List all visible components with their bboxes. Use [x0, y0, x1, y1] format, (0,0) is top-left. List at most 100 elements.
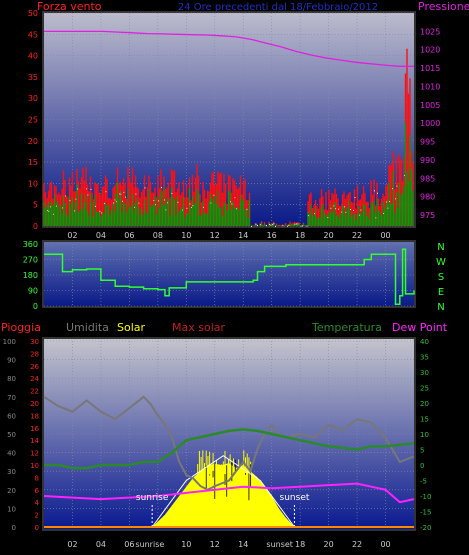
wind-avg-dot: [353, 209, 354, 211]
x-tick-label: 06: [124, 231, 134, 240]
wind-avg-dot: [74, 210, 75, 212]
legend-humidity: Umidita: [66, 321, 109, 334]
wind-avg-dot: [257, 224, 258, 226]
wind-avg-dot: [164, 199, 165, 201]
wind-avg-dot: [287, 225, 288, 227]
temp-tick-label: 5: [420, 447, 424, 455]
wind-avg-dot: [119, 193, 120, 195]
x-tick-label: 02: [67, 231, 77, 240]
temp-tick-label: 40: [420, 338, 429, 346]
humidity-line: [43, 395, 415, 491]
wind-avg-dot: [120, 193, 122, 195]
wind-avg-dot: [125, 196, 126, 198]
panel2-plot-area: [44, 242, 414, 306]
rain-tick-label: 20: [30, 400, 39, 408]
wind-avg-dot: [269, 223, 270, 225]
wind-avg-dot: [300, 225, 302, 227]
wind-avg-dot: [306, 225, 308, 227]
wind-avg-dot: [47, 210, 48, 212]
panel3-grid: [44, 340, 414, 528]
wind-avg-dot: [266, 225, 267, 227]
x-tick-label: 10: [181, 231, 191, 240]
x-tick-label: 06: [124, 540, 134, 549]
rain-tick-label: 26: [30, 363, 39, 371]
legend-max-solar: Max solar: [172, 321, 225, 334]
pressure-axis-ticks: 975 980 985 990 995 1000 1005 1010 1015 1020 1025: [420, 27, 440, 220]
percent-tick-label: 20: [7, 487, 16, 495]
wind-avg-dot: [213, 194, 215, 196]
wind-avg-dot: [275, 225, 276, 227]
percent-tick-label: 60: [7, 412, 16, 420]
rain-tick-label: 0: [35, 524, 39, 532]
wind-avg-dot: [230, 201, 231, 203]
x-tick-label: 02: [67, 540, 77, 549]
direction-tick-label: 180: [23, 271, 38, 280]
rain-tick-label: 4: [35, 499, 40, 507]
rain-tick-label: 30: [30, 338, 39, 346]
wind-avg-dot: [294, 223, 296, 225]
direction-tick-label: 90: [28, 287, 38, 296]
wind-avg-dot: [260, 224, 261, 226]
pressure-line: [44, 30, 414, 67]
pressure-tick-label: 1020: [420, 46, 440, 55]
wind-avg-dot: [135, 193, 137, 195]
x-tick-label: sunset: [266, 540, 293, 549]
temp-tick-label: -10: [420, 493, 431, 501]
wind-avg-dot: [345, 211, 347, 213]
wind-avg-dot: [86, 188, 87, 190]
rain-tick-label: 10: [30, 462, 39, 470]
rain-tick-label: 14: [30, 437, 39, 445]
legend-temperature: Temperatura: [311, 321, 382, 334]
wind-avg-dot: [359, 214, 360, 216]
x-tick-label: 10: [181, 540, 191, 549]
wind-avg-dot: [383, 212, 384, 214]
x-tick-label: 18: [295, 231, 305, 240]
wind-avg-dot: [344, 206, 345, 208]
pressure-tick-label: 985: [420, 174, 435, 183]
wind-avg-dot: [231, 203, 233, 205]
rain-tick-label: 16: [30, 425, 39, 433]
legend-dew-point: Dew Point: [392, 321, 448, 334]
wind-bars: [43, 48, 414, 227]
wind-avg-dot: [177, 201, 179, 203]
temperature-axis-ticks: -20 -15 -10 -5 0 5 10 15 20 25 30 35 40: [420, 338, 431, 532]
rain-tick-label: 24: [30, 375, 39, 383]
percent-tick-label: 40: [7, 450, 16, 458]
wind-avg-dot: [375, 217, 377, 219]
wind-avg-dot: [392, 188, 393, 190]
pressure-tick-label: 1005: [420, 101, 440, 110]
rain-tick-label: 28: [30, 350, 39, 358]
x-tick-label: 04: [96, 231, 106, 240]
x-tick-label: 22: [352, 540, 362, 549]
wind-avg-dot: [270, 224, 272, 226]
wind-avg-dot: [350, 209, 351, 211]
wind-avg-dot: [153, 199, 155, 201]
panel1-x-ticks: 02 04 06 08 10 12 14 16 18 20 22 00: [67, 231, 390, 240]
wind-avg-dot: [105, 191, 107, 193]
sunrise-label: sunrise: [136, 493, 169, 503]
wind-avg-dot: [330, 207, 332, 209]
wind-avg-dot: [155, 204, 156, 206]
wind-tick-label: 5: [33, 201, 38, 210]
temp-tick-label: 0: [420, 462, 424, 470]
percent-axis-ticks: 0 10 20 30 40 50 60 70 80 90 100: [3, 338, 16, 532]
temp-tick-label: 35: [420, 354, 429, 362]
direction-tick-label: 270: [23, 256, 38, 265]
wind-avg-dot: [99, 210, 101, 212]
wind-avg-dot: [246, 208, 248, 210]
temp-tick-label: -15: [420, 509, 431, 517]
percent-tick-label: 30: [7, 468, 16, 476]
wind-tick-label: 25: [28, 116, 38, 125]
wind-tick-label: 15: [28, 158, 38, 167]
max-solar-line: [151, 455, 295, 528]
chart-title: 24 Ore precedenti dal 18/Febbraio/2012: [178, 2, 378, 13]
rain-tick-label: 22: [30, 388, 39, 396]
temp-tick-label: -20: [420, 524, 431, 532]
x-tick-label: 14: [238, 540, 248, 549]
pressure-tick-label: 1010: [420, 82, 440, 91]
x-tick-label: 20: [324, 231, 334, 240]
percent-tick-label: 100: [3, 338, 16, 346]
